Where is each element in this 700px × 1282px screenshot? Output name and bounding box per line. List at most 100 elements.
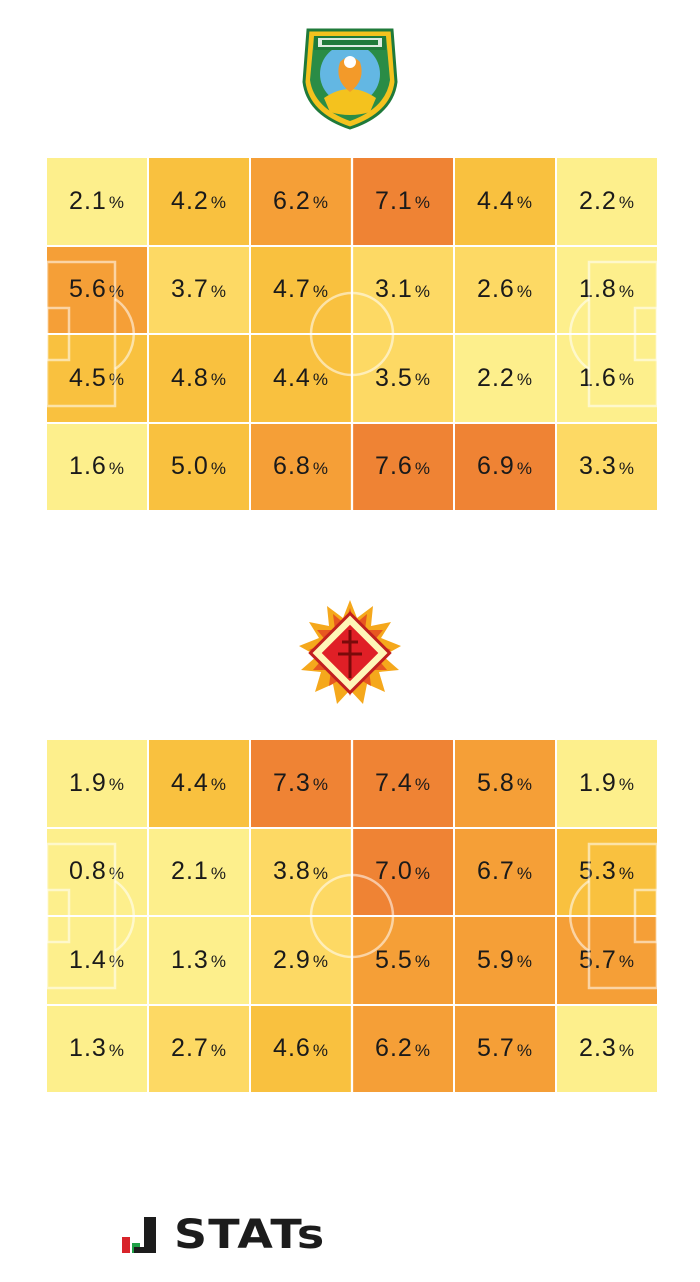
- percent-sign: %: [312, 1040, 329, 1060]
- heatmap-team-2: 1.9% 4.4% 7.3% 7.4% 5.8% 1.9% 0.8% 2.1% 3.8% 7.0%…: [47, 740, 657, 1092]
- cell-value: 4.6: [273, 1034, 311, 1063]
- percent-sign: %: [108, 863, 125, 883]
- percent-sign: %: [516, 370, 533, 390]
- heatmap-cell: 6.7%: [455, 828, 555, 915]
- heatmap-cell: 4.6%: [251, 1005, 351, 1092]
- cell-value: 4.7: [273, 275, 311, 304]
- heatmap-cell: 4.2%: [149, 158, 249, 245]
- percent-sign: %: [108, 952, 125, 972]
- percent-sign: %: [516, 952, 533, 972]
- cell-value: 4.5: [69, 363, 107, 392]
- heatmap-cell: 2.2%: [455, 335, 555, 422]
- percent-sign: %: [210, 1040, 227, 1060]
- heatmap-cell: 2.1%: [47, 158, 147, 245]
- cell-value: 6.2: [273, 186, 311, 215]
- cell-value: 6.7: [477, 857, 515, 886]
- heatmap-cell: 7.4%: [353, 740, 453, 827]
- heatmap-cell: 3.8%: [251, 828, 351, 915]
- heatmap-cell: 7.1%: [353, 158, 453, 245]
- heatmap-cell: 5.8%: [455, 740, 555, 827]
- cell-value: 2.7: [171, 1034, 209, 1063]
- heatmap-cell: 2.6%: [455, 246, 555, 333]
- percent-sign: %: [516, 863, 533, 883]
- percent-sign: %: [516, 775, 533, 795]
- percent-sign: %: [108, 193, 125, 213]
- percent-sign: %: [312, 193, 329, 213]
- percent-sign: %: [312, 775, 329, 795]
- cell-value: 2.2: [477, 363, 515, 392]
- percent-sign: %: [414, 863, 431, 883]
- percent-sign: %: [618, 952, 635, 972]
- cell-value: 5.7: [477, 1034, 515, 1063]
- heatmap-cell: 5.5%: [353, 917, 453, 1004]
- cell-value: 4.4: [171, 768, 209, 797]
- cell-value: 5.7: [579, 945, 617, 974]
- team-logo-giravanz: [0, 598, 700, 708]
- heatmap-cell: 6.2%: [353, 1005, 453, 1092]
- heatmap-cells: 1.9% 4.4% 7.3% 7.4% 5.8% 1.9% 0.8% 2.1% 3.8% 7.0%…: [47, 740, 657, 1092]
- heatmap-cell: 7.3%: [251, 740, 351, 827]
- heatmap-cell: 0.8%: [47, 828, 147, 915]
- heatmap-cell: 7.6%: [353, 423, 453, 510]
- cell-value: 0.8: [69, 857, 107, 886]
- cell-value: 7.1: [375, 186, 413, 215]
- giravanz-crest-icon: [299, 600, 401, 704]
- cell-value: 4.4: [273, 363, 311, 392]
- heatmap-cell: 3.5%: [353, 335, 453, 422]
- percent-sign: %: [618, 863, 635, 883]
- percent-sign: %: [618, 193, 635, 213]
- cell-value: 2.9: [273, 945, 311, 974]
- percent-sign: %: [108, 281, 125, 301]
- percent-sign: %: [414, 281, 431, 301]
- cell-value: 2.1: [171, 857, 209, 886]
- vanraure-crest-icon: [302, 28, 398, 130]
- heatmap-cell: 6.9%: [455, 423, 555, 510]
- percent-sign: %: [414, 370, 431, 390]
- heatmap-cell: 1.4%: [47, 917, 147, 1004]
- cell-value: 7.6: [375, 452, 413, 481]
- brand-name: STATs: [174, 1212, 326, 1258]
- percent-sign: %: [108, 458, 125, 478]
- cell-value: 2.2: [579, 186, 617, 215]
- cell-value: 5.6: [69, 275, 107, 304]
- cell-value: 1.6: [579, 363, 617, 392]
- cell-value: 3.3: [579, 452, 617, 481]
- heatmap-cell: 5.9%: [455, 917, 555, 1004]
- cell-value: 2.6: [477, 275, 515, 304]
- heatmap-cell: 4.4%: [149, 740, 249, 827]
- percent-sign: %: [210, 458, 227, 478]
- cell-value: 1.8: [579, 275, 617, 304]
- percent-sign: %: [312, 863, 329, 883]
- cell-value: 1.4: [69, 945, 107, 974]
- heatmap-cell: 4.8%: [149, 335, 249, 422]
- heatmap-cell: 1.9%: [557, 740, 657, 827]
- cell-value: 7.3: [273, 768, 311, 797]
- heatmap-cell: 2.9%: [251, 917, 351, 1004]
- percent-sign: %: [618, 458, 635, 478]
- cell-value: 4.2: [171, 186, 209, 215]
- percent-sign: %: [414, 952, 431, 972]
- heatmap-cell: 5.3%: [557, 828, 657, 915]
- cell-value: 5.3: [579, 857, 617, 886]
- cell-value: 4.8: [171, 363, 209, 392]
- heatmap-cell: 1.9%: [47, 740, 147, 827]
- heatmap-cell: 3.3%: [557, 423, 657, 510]
- cell-value: 2.1: [69, 186, 107, 215]
- cell-value: 3.7: [171, 275, 209, 304]
- cell-value: 5.9: [477, 945, 515, 974]
- heatmap-cell: 7.0%: [353, 828, 453, 915]
- heatmap-cell: 5.0%: [149, 423, 249, 510]
- heatmap-cell: 3.1%: [353, 246, 453, 333]
- percent-sign: %: [210, 281, 227, 301]
- heatmap-cell: 1.8%: [557, 246, 657, 333]
- percent-sign: %: [312, 952, 329, 972]
- heatmap-cell: 1.6%: [557, 335, 657, 422]
- heatmap-cell: 5.7%: [557, 917, 657, 1004]
- cell-value: 6.8: [273, 452, 311, 481]
- cell-value: 5.0: [171, 452, 209, 481]
- stats-bars-icon: [122, 1217, 156, 1253]
- percent-sign: %: [516, 458, 533, 478]
- cell-value: 7.4: [375, 768, 413, 797]
- cell-value: 3.1: [375, 275, 413, 304]
- heatmap-cell: 6.8%: [251, 423, 351, 510]
